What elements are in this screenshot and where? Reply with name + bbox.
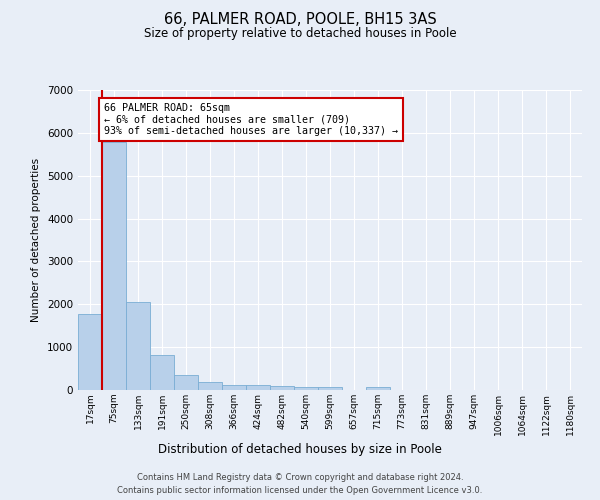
Bar [102,142,126,390]
Bar [174,376,198,390]
Bar [270,386,294,390]
Text: 66, PALMER ROAD, POOLE, BH15 3AS: 66, PALMER ROAD, POOLE, BH15 3AS [164,12,436,28]
Bar [198,382,222,390]
Bar [366,387,390,390]
Y-axis label: Number of detached properties: Number of detached properties [31,158,41,322]
Bar [126,302,150,390]
Text: 66 PALMER ROAD: 65sqm
← 6% of detached houses are smaller (709)
93% of semi-deta: 66 PALMER ROAD: 65sqm ← 6% of detached h… [104,103,398,136]
Bar [318,387,342,390]
Text: Contains HM Land Registry data © Crown copyright and database right 2024.: Contains HM Land Registry data © Crown c… [137,472,463,482]
Bar [150,355,174,390]
Text: Distribution of detached houses by size in Poole: Distribution of detached houses by size … [158,442,442,456]
Bar [294,387,318,390]
Bar [246,386,270,390]
Bar [222,385,246,390]
Bar [78,314,102,390]
Text: Size of property relative to detached houses in Poole: Size of property relative to detached ho… [143,28,457,40]
Text: Contains public sector information licensed under the Open Government Licence v3: Contains public sector information licen… [118,486,482,495]
